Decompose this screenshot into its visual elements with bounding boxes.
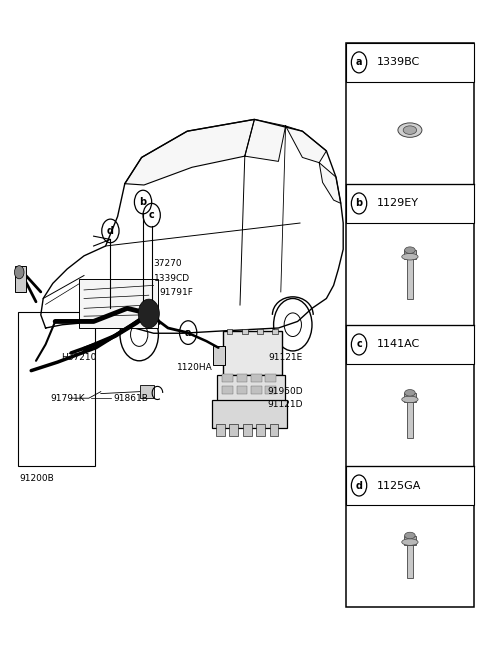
Text: 1141AC: 1141AC	[377, 339, 420, 350]
Text: 91791F: 91791F	[160, 288, 194, 297]
Text: b: b	[356, 198, 362, 209]
Ellipse shape	[402, 396, 418, 403]
Bar	[213, 346, 225, 365]
Text: 91861B: 91861B	[113, 394, 148, 403]
Bar	[272, 329, 278, 334]
Polygon shape	[245, 119, 286, 161]
Ellipse shape	[405, 247, 415, 253]
Bar	[404, 393, 416, 402]
Bar	[265, 374, 276, 382]
Bar	[243, 424, 252, 436]
Text: a: a	[356, 57, 362, 68]
Text: d: d	[107, 226, 114, 236]
Bar	[222, 374, 233, 382]
Bar	[227, 329, 232, 334]
Bar	[346, 43, 474, 607]
Text: b: b	[140, 197, 146, 207]
Bar	[237, 386, 247, 394]
Bar	[346, 43, 474, 82]
Text: 1120HA: 1120HA	[177, 363, 212, 372]
Text: 37270: 37270	[154, 259, 182, 268]
Text: 1125GA: 1125GA	[377, 480, 421, 491]
Ellipse shape	[398, 123, 422, 137]
Bar	[257, 329, 263, 334]
Text: 91950D: 91950D	[268, 387, 303, 396]
Bar	[407, 402, 413, 438]
Ellipse shape	[405, 532, 415, 539]
Text: c: c	[149, 210, 155, 220]
Text: a: a	[185, 327, 192, 338]
Text: c: c	[356, 339, 362, 350]
Text: 1129EY: 1129EY	[377, 198, 419, 209]
Bar	[222, 386, 233, 394]
Bar	[407, 259, 413, 298]
Ellipse shape	[402, 253, 418, 260]
FancyBboxPatch shape	[217, 375, 285, 401]
Bar	[407, 544, 413, 577]
Bar	[346, 466, 474, 505]
Text: H37210: H37210	[61, 353, 97, 362]
Circle shape	[14, 266, 24, 279]
Text: 91791K: 91791K	[50, 394, 85, 403]
Text: 1339CD: 1339CD	[154, 274, 190, 283]
Bar	[346, 325, 474, 364]
Circle shape	[138, 299, 159, 328]
Polygon shape	[125, 119, 254, 185]
Bar	[251, 386, 262, 394]
Bar	[216, 424, 225, 436]
Ellipse shape	[403, 126, 417, 134]
Text: 91121E: 91121E	[269, 353, 303, 362]
Bar	[18, 312, 95, 466]
Ellipse shape	[405, 390, 415, 396]
Ellipse shape	[402, 539, 418, 545]
Bar	[265, 386, 276, 394]
Text: 91200B: 91200B	[19, 474, 54, 483]
FancyBboxPatch shape	[223, 331, 282, 375]
Bar	[15, 266, 26, 292]
Polygon shape	[319, 163, 341, 203]
Bar	[79, 279, 158, 328]
Bar	[242, 329, 248, 334]
Polygon shape	[286, 126, 326, 163]
Bar	[404, 535, 416, 544]
Bar	[251, 374, 262, 382]
Bar	[229, 424, 238, 436]
Text: d: d	[356, 480, 362, 491]
Bar	[140, 385, 154, 398]
Bar	[270, 424, 278, 436]
Bar	[404, 250, 416, 259]
Text: 91121D: 91121D	[268, 400, 303, 409]
FancyBboxPatch shape	[212, 400, 287, 428]
Bar	[256, 424, 265, 436]
Bar	[346, 184, 474, 223]
Text: 1339BC: 1339BC	[377, 57, 420, 68]
Bar	[237, 374, 247, 382]
